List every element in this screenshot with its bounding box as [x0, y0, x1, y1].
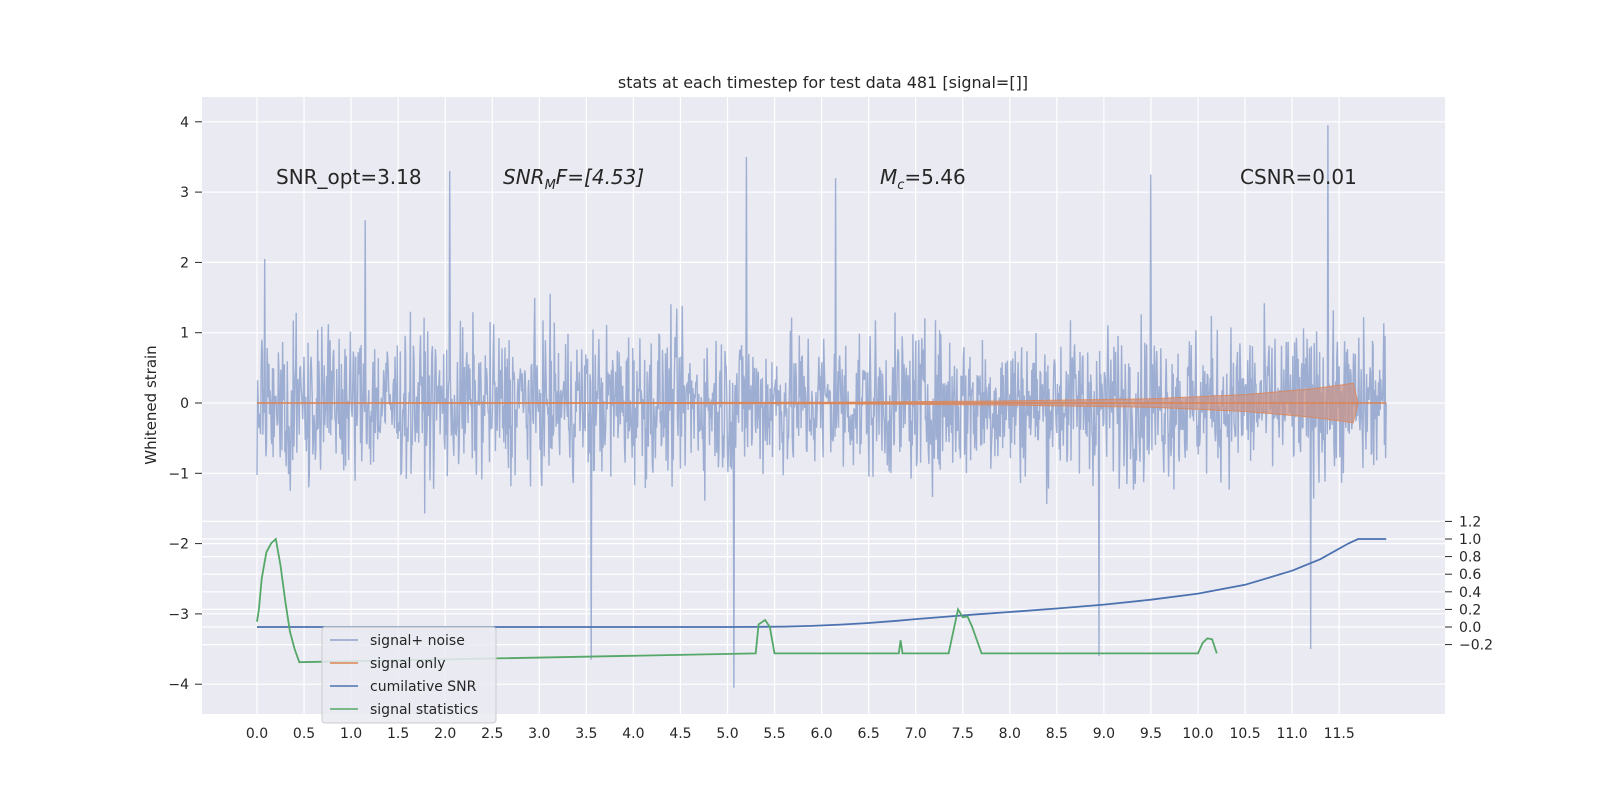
- y-tick-label: −2: [168, 537, 189, 553]
- x-tick-label: 9.0: [1093, 726, 1115, 742]
- y-axis-label: Whitened strain: [142, 345, 160, 464]
- x-tick-label: 1.5: [387, 726, 409, 742]
- legend-label-cumulative-snr: cumilative SNR: [370, 679, 477, 695]
- x-tick-label: 6.0: [810, 726, 832, 742]
- annotation-snr-mf-base: SNR: [503, 165, 545, 189]
- legend-label-signal-statistics: signal statistics: [370, 702, 478, 718]
- y-tick-label: −4: [168, 677, 189, 693]
- y2-tick-label: −0.2: [1459, 638, 1493, 654]
- x-tick-label: 2.0: [434, 726, 456, 742]
- x-tick-label: 10.5: [1229, 726, 1260, 742]
- x-tick-label: 0.0: [246, 726, 268, 742]
- x-tick-label: 10.0: [1182, 726, 1213, 742]
- x-tick-label: 1.0: [340, 726, 362, 742]
- x-tick-label: 11.5: [1324, 726, 1355, 742]
- y-tick-label: 2: [180, 255, 189, 271]
- y-axis-ticks: −4 −3 −2 −1 0 1 2 3 4: [168, 115, 202, 693]
- annotation-csnr: CSNR=0.01: [1240, 165, 1357, 189]
- legend-box: [321, 626, 497, 724]
- x-tick-label: 4.0: [622, 726, 644, 742]
- x-tick-label: 9.5: [1140, 726, 1162, 742]
- y2-tick-label: 1.0: [1459, 532, 1481, 548]
- series-signal-noise-line: [256, 125, 1387, 688]
- y-tick-label: 1: [180, 326, 189, 342]
- annotation-snr-mf: SNRMF=[4.53]: [503, 165, 644, 193]
- legend: signal+ noise signal only cumilative SNR…: [321, 626, 497, 724]
- x-tick-label: 8.0: [999, 726, 1021, 742]
- y-tick-label: 4: [180, 115, 189, 131]
- x-tick-label: 7.0: [905, 726, 927, 742]
- annotation-snr-opt: SNR_opt=3.18: [276, 165, 422, 189]
- annotation-mc-base: M: [880, 165, 897, 189]
- x-tick-label: 3.0: [528, 726, 550, 742]
- y2-tick-label: 0.8: [1459, 550, 1481, 566]
- y2-tick-label: 1.2: [1459, 514, 1481, 530]
- legend-label-signal-only: signal only: [370, 656, 445, 672]
- y-tick-label: 3: [180, 185, 189, 201]
- x-axis-ticks: 0.0 0.5 1.0 1.5 2.0 2.5 3.0 3.5 4.0 4.5 5.0 5.5 6.0 6…: [246, 726, 1355, 742]
- x-tick-label: 3.5: [575, 726, 597, 742]
- x-tick-label: 5.5: [763, 726, 785, 742]
- x-tick-label: 11.0: [1277, 726, 1308, 742]
- x-tick-label: 6.5: [858, 726, 880, 742]
- legend-label-signal-noise: signal+ noise: [370, 633, 465, 649]
- y-tick-label: 0: [180, 396, 189, 412]
- x-tick-label: 5.0: [716, 726, 738, 742]
- series-signal-statistics-line: [256, 537, 1218, 664]
- x-tick-label: 7.5: [952, 726, 974, 742]
- x-tick-label: 2.5: [481, 726, 503, 742]
- y2-tick-label: 0.0: [1459, 620, 1481, 636]
- x-tick-label: 4.5: [669, 726, 691, 742]
- y2-axis-ticks: −0.2 0.0 0.20.4 0.60.8 1.0 1.2: [1445, 514, 1493, 654]
- annotation-mc-sub: c: [897, 178, 904, 193]
- y2-tick-label: 0.2: [1459, 602, 1481, 618]
- chart-title: stats at each timestep for test data 481…: [618, 73, 1028, 92]
- annotation-mc-rest: =5.46: [904, 165, 965, 189]
- series-cumulative-snr-line: [257, 538, 1387, 628]
- x-tick-label: 0.5: [293, 726, 315, 742]
- annotation-snr-mf-sub: M: [545, 178, 556, 193]
- annotation-mc: Mc=5.46: [880, 165, 966, 193]
- annotation-snr-mf-rest: F=[4.53]: [556, 165, 644, 189]
- y2-tick-label: 0.4: [1459, 585, 1481, 601]
- y2-tick-label: 0.6: [1459, 567, 1481, 583]
- y-tick-label: −3: [168, 607, 189, 623]
- y-tick-label: −1: [168, 466, 189, 482]
- x-tick-label: 8.5: [1046, 726, 1068, 742]
